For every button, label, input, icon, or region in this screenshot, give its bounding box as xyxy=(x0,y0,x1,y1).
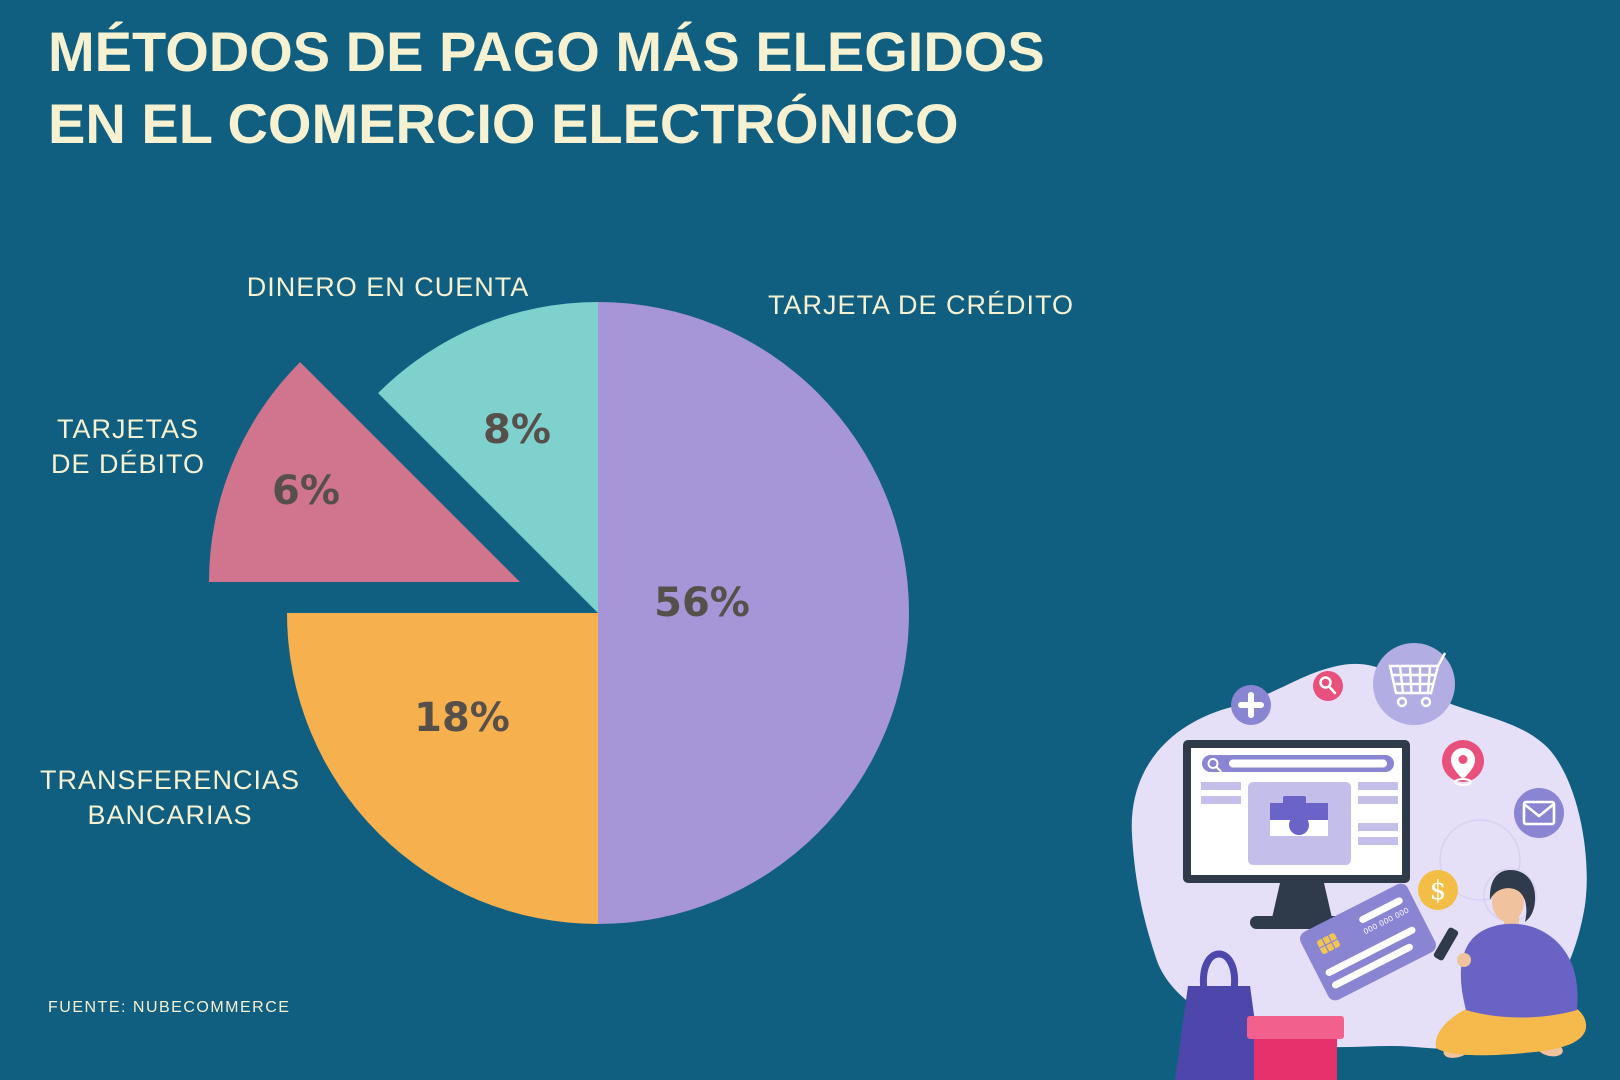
value-transferencias: 18% xyxy=(414,695,510,741)
page-title-line2: EN EL COMERCIO ELECTRÓNICO xyxy=(48,92,959,155)
blob-decor-circle xyxy=(1439,819,1521,901)
search-icon xyxy=(1313,671,1343,701)
arm xyxy=(1463,943,1527,979)
text-line xyxy=(1201,782,1241,790)
page-title-line1: MÉTODOS DE PAGO MÁS ELEGIDOS xyxy=(48,20,1045,83)
label-transferencias: TRANSFERENCIAS BANCARIAS xyxy=(39,765,301,830)
phone xyxy=(1433,927,1459,961)
credit-card: 000 000 000 xyxy=(1300,883,1436,1001)
monitor-search-bar xyxy=(1202,755,1394,773)
mail-icon xyxy=(1514,788,1564,838)
pie-slice-transferencias xyxy=(287,613,598,924)
head xyxy=(1492,882,1524,922)
value-tarjeta-credito: 56% xyxy=(654,580,750,626)
text-line xyxy=(1358,796,1398,804)
pie-slice-tarjetas-debito xyxy=(209,362,520,582)
hand xyxy=(1457,953,1471,967)
person-with-phone xyxy=(1433,870,1587,1058)
text-line xyxy=(1358,837,1398,845)
monitor xyxy=(1183,740,1410,929)
page-title: MÉTODOS DE PAGO MÁS ELEGIDOS EN EL COMER… xyxy=(48,16,1045,160)
label-tarjetas-debito: TARJETAS DE DÉBITO xyxy=(50,414,206,479)
location-pin-icon xyxy=(1442,740,1484,786)
text-line xyxy=(1358,823,1398,831)
ecommerce-illustration: $ xyxy=(1131,643,1587,1080)
pie-slice-tarjeta-credito xyxy=(598,302,909,924)
source-note: FUENTE: NUBECOMMERCE xyxy=(48,999,291,1016)
gift-box xyxy=(1247,1016,1344,1080)
pie-slice-dinero-en-cuenta xyxy=(378,302,598,613)
dollar-symbol: $ xyxy=(1430,876,1447,906)
monitor-stand xyxy=(1272,883,1332,918)
text-line xyxy=(1358,782,1398,790)
torso xyxy=(1460,923,1578,1018)
text-line xyxy=(1201,796,1241,804)
label-dinero-en-cuenta: DINERO EN CUENTA xyxy=(246,272,530,302)
cart-icon xyxy=(1373,643,1455,725)
shopping-bag xyxy=(1175,950,1263,1080)
value-tarjetas-debito: 6% xyxy=(272,468,340,514)
label-tarjeta-credito: TARJETA DE CRÉDITO xyxy=(767,290,1075,320)
camera-icon xyxy=(1248,782,1351,865)
hair xyxy=(1489,870,1536,922)
dollar-coin-icon: $ xyxy=(1418,870,1458,910)
plus-icon xyxy=(1231,685,1271,725)
value-dinero-en-cuenta: 8% xyxy=(483,407,551,453)
